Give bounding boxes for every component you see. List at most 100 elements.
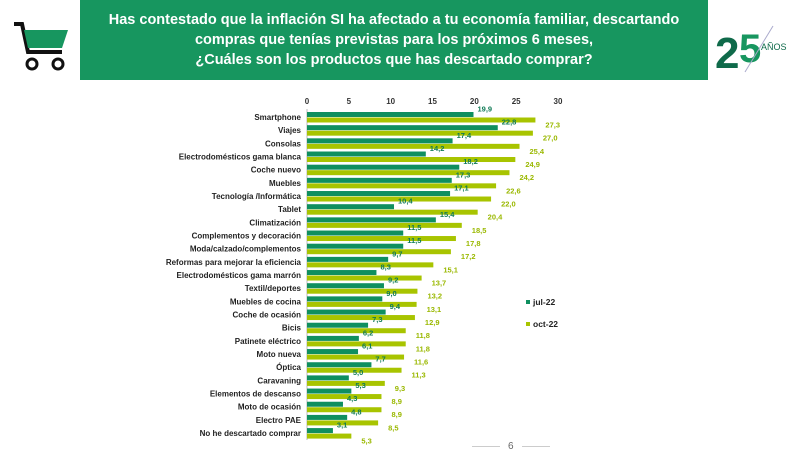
data-label-jul-22: 14,2 [430,144,445,153]
bar-jul-22 [307,283,384,289]
data-label-oct-22: 9,3 [395,384,405,393]
bar-jul-22 [307,204,395,210]
data-label-jul-22: 9,7 [392,249,402,258]
data-label-jul-22: 17,3 [456,170,471,179]
category-label: Climatización [249,218,301,227]
category-label: Smartphone [254,113,301,122]
bar-oct-22 [307,328,406,334]
data-label-jul-22: 7,3 [372,315,382,324]
data-label-jul-22: 3,1 [337,421,347,430]
data-label-jul-22: 6,2 [363,328,373,337]
bar-oct-22 [307,394,382,400]
bar-jul-22 [307,151,426,157]
category-label: Electro PAE [256,416,302,425]
category-label: Electrodomésticos gama blanca [179,153,302,162]
bar-jul-22 [307,256,389,262]
bar-oct-22 [307,196,492,202]
data-label-oct-22: 27,0 [543,134,558,143]
legend-label: oct-22 [533,319,558,329]
page-number: 6 [472,441,550,452]
bar-jul-22 [307,138,453,144]
data-label-oct-22: 11,8 [416,331,430,340]
data-label-oct-22: 13,1 [427,305,442,314]
bar-oct-22 [307,157,516,163]
bar-oct-22 [307,367,402,373]
bar-oct-22 [307,183,497,189]
bar-jul-22 [307,349,359,355]
data-label-oct-22: 11,8 [416,344,430,353]
bar-oct-22 [307,275,422,281]
category-label: Elementos de descanso [210,390,301,399]
title-line-3: ¿Cuáles son los productos que has descar… [195,52,593,68]
bar-oct-22 [307,341,406,347]
bar-oct-22 [307,315,415,321]
data-label-jul-22: 9,0 [386,289,396,298]
bar-oct-22 [307,170,510,176]
data-label-oct-22: 22,6 [506,186,521,195]
category-label: Reformas para mejorar la eficiencia [166,258,302,267]
bar-oct-22 [307,249,451,255]
data-label-jul-22: 8,3 [380,263,390,272]
data-label-jul-22: 5,3 [355,381,365,390]
svg-text:2: 2 [715,29,739,75]
title-banner: Has contestado que la inflación SI ha af… [80,0,708,80]
data-label-oct-22: 22,0 [501,200,516,209]
category-label: Tecnología /Informática [212,192,302,201]
bar-oct-22 [307,407,382,413]
bar-jul-22 [307,177,452,183]
bar-jul-22 [307,388,352,394]
data-label-oct-22: 20,4 [488,213,503,222]
bar-oct-22 [307,301,417,307]
bar-jul-22 [307,375,349,381]
bar-jul-22 [307,335,359,341]
data-label-jul-22: 9,2 [388,276,398,285]
page-number-text: 6 [508,441,514,452]
data-label-oct-22: 11,3 [412,371,426,380]
x-tick-label: 30 [554,97,563,106]
data-label-oct-22: 17,2 [461,252,476,261]
data-label-oct-22: 5,3 [361,437,371,446]
bar-jul-22 [307,230,404,236]
title-line-2: compras que tenías previstas para los pr… [194,32,594,48]
data-label-jul-22: 11,5 [407,236,421,245]
category-label: Bicis [282,324,302,333]
shopping-cart-icon [14,22,68,71]
bar-jul-22 [307,296,383,302]
bar-oct-22 [307,433,352,439]
category-label: Caravaning [257,376,301,385]
category-label: Viajes [278,126,302,135]
title-line-1: Has contestado que la inflación SI ha af… [108,12,680,28]
data-label-jul-22: 17,1 [454,184,469,193]
data-label-oct-22: 24,2 [519,173,534,182]
bar-oct-22 [307,117,536,123]
data-label-oct-22: 27,3 [545,121,560,130]
x-tick-label: 0 [305,97,310,106]
data-label-jul-22: 4,3 [347,394,357,403]
category-label: Moto nueva [257,350,302,359]
bar-jul-22 [307,309,386,315]
data-label-jul-22: 9,4 [390,302,401,311]
data-label-oct-22: 11,6 [414,358,428,367]
category-label: Textil/deportes [245,284,302,293]
bar-oct-22 [307,209,478,215]
x-tick-label: 10 [386,97,395,106]
25-anos-logo: 2 5 AÑOS [715,25,787,75]
category-label: Consolas [265,139,302,148]
data-label-jul-22: 15,4 [440,210,455,219]
data-label-oct-22: 24,9 [525,160,540,169]
data-label-jul-22: 5,0 [353,368,363,377]
bar-jul-22 [307,428,333,434]
logo-text: AÑOS [761,42,787,52]
category-label: Coche nuevo [251,166,301,175]
bar-oct-22 [307,354,405,360]
data-label-oct-22: 25,4 [530,147,545,156]
category-label: Patinete eléctrico [235,337,301,346]
bar-jul-22 [307,164,460,170]
category-label: No he descartado comprar [200,429,301,438]
x-tick-label: 15 [428,97,437,106]
bar-oct-22 [307,130,533,136]
bar-jul-22 [307,270,377,276]
data-label-jul-22: 19,9 [477,105,492,114]
category-label: Moda/calzado/complementos [190,245,302,254]
data-label-jul-22: 11,5 [407,223,421,232]
